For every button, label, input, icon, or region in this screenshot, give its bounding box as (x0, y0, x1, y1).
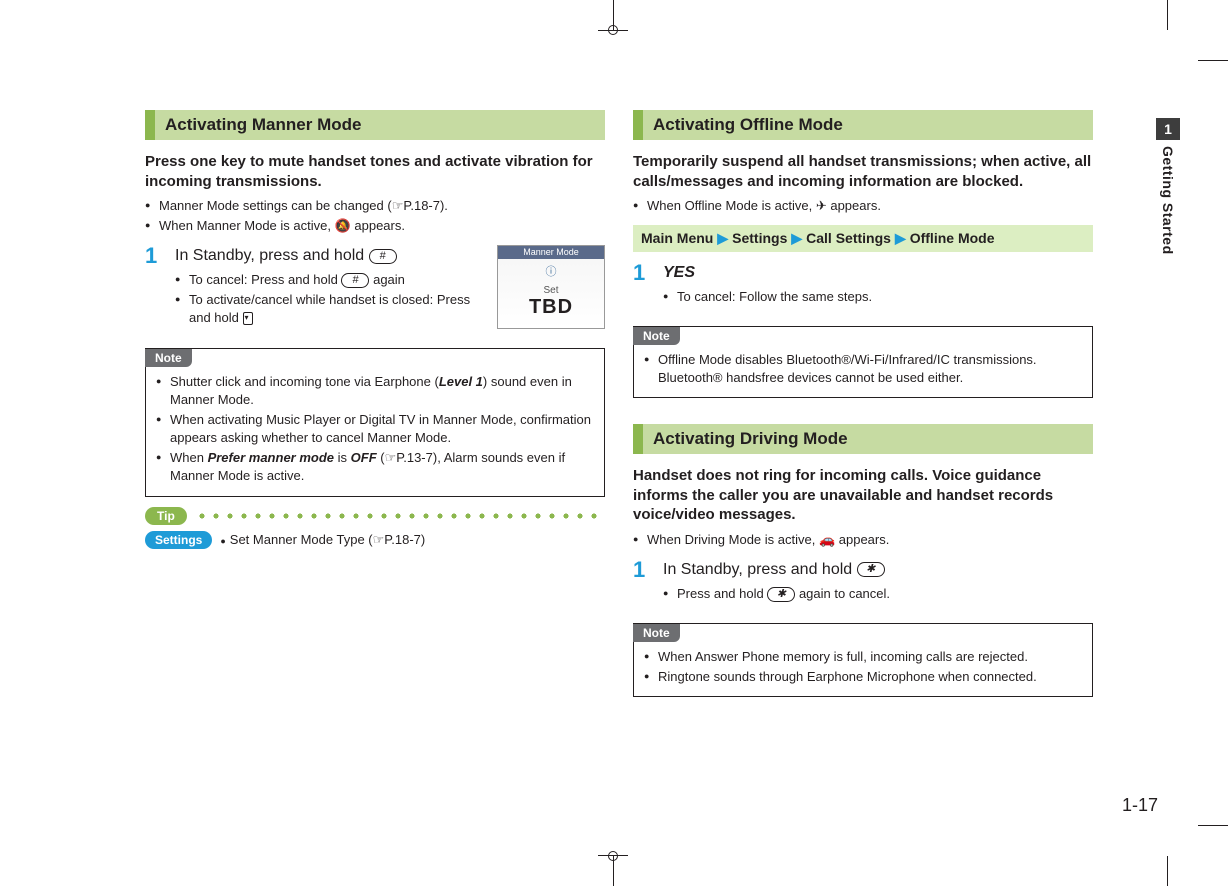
step-sub-bullets: To cancel: Follow the same steps. (663, 288, 1093, 306)
crop-mark (1167, 0, 1168, 30)
handset-screenshot: Manner Mode ⓘ Set TBD (497, 245, 605, 329)
tip-row: Tip (145, 507, 605, 525)
offline-note-box: Note Offline Mode disables Bluetooth®/Wi… (633, 326, 1093, 398)
bullet: To cancel: Follow the same steps. (663, 288, 1093, 306)
step-sub-bullets: Press and hold ✱ again to cancel. (663, 585, 1093, 603)
note-label: Note (633, 327, 680, 345)
breadcrumb-separator-icon: ▶ (891, 230, 910, 246)
bullet: Ringtone sounds through Earphone Microph… (644, 668, 1082, 686)
crop-mark (1198, 825, 1228, 826)
manner-intro: Press one key to mute handset tones and … (145, 152, 605, 191)
step-number: 1 (633, 559, 651, 613)
bullet: When Answer Phone memory is full, incomi… (644, 648, 1082, 666)
bullet: Shutter click and incoming tone via Earp… (156, 373, 594, 409)
text: again (369, 272, 404, 287)
settings-text: Set Manner Mode Type (☞P.18-7) (220, 532, 425, 548)
driving-bullets: When Driving Mode is active, 🚗 appears. (633, 531, 1093, 549)
step-number: 1 (633, 262, 651, 316)
screenshot-set-label: Set (498, 285, 604, 296)
step-title-text: In Standby, press and hold (175, 247, 369, 264)
heading-bar (633, 424, 643, 454)
bullet: When Offline Mode is active, ✈ appears. (633, 197, 1093, 215)
tip-label: Tip (145, 507, 187, 525)
heading-bar (633, 110, 643, 140)
star-key-icon: ✱ (857, 562, 885, 577)
section-heading-offline: Activating Offline Mode (633, 110, 1093, 140)
bullet: To activate/cancel while handset is clos… (175, 291, 489, 327)
settings-row: Settings Set Manner Mode Type (☞P.18-7) (145, 531, 605, 549)
offline-bullets: When Offline Mode is active, ✈ appears. (633, 197, 1093, 215)
step-row: In Standby, press and hold # To cancel: … (175, 245, 605, 337)
bullet: When Driving Mode is active, 🚗 appears. (633, 531, 1093, 549)
page-number: 1-17 (1122, 795, 1158, 816)
tip-dots (195, 513, 605, 519)
hash-key-icon: # (369, 249, 397, 264)
offline-step-1: 1 YES To cancel: Follow the same steps. (633, 262, 1093, 316)
driving-intro: Handset does not ring for incoming calls… (633, 466, 1093, 525)
note-bullets: When Answer Phone memory is full, incomi… (634, 642, 1092, 696)
chapter-label: Getting Started (1156, 146, 1176, 255)
note-label: Note (633, 624, 680, 642)
bullet: When activating Music Player or Digital … (156, 411, 594, 447)
heading-title: Activating Driving Mode (653, 429, 848, 449)
heading-title: Activating Manner Mode (165, 115, 361, 135)
screenshot-title: Manner Mode (498, 246, 604, 259)
side-key-icon (243, 312, 253, 325)
bullet: When Manner Mode is active, 🔕 appears. (145, 217, 605, 235)
step-body: In Standby, press and hold # To cancel: … (175, 245, 489, 337)
breadcrumb-separator-icon: ▶ (713, 230, 732, 246)
offline-breadcrumb: Main Menu▶Settings▶Call Settings▶Offline… (633, 225, 1093, 252)
step-body: In Standby, press and hold ✱ Press and h… (663, 559, 1093, 613)
step-number: 1 (145, 245, 163, 337)
bullet: When Prefer manner mode is OFF (☞P.13-7)… (156, 449, 594, 485)
right-column: Activating Offline Mode Temporarily susp… (633, 110, 1093, 707)
note-bullets: Offline Mode disables Bluetooth®/Wi-Fi/I… (634, 345, 1092, 397)
bullet: Manner Mode settings can be changed (☞P.… (145, 197, 605, 215)
breadcrumb-item: Offline Mode (910, 230, 995, 246)
crop-mark (1198, 60, 1228, 61)
manner-bullets: Manner Mode settings can be changed (☞P.… (145, 197, 605, 235)
heading-bar (145, 110, 155, 140)
side-tab: 1 Getting Started (1156, 118, 1180, 255)
crop-mark (1167, 856, 1168, 886)
offline-intro: Temporarily suspend all handset transmis… (633, 152, 1093, 191)
text: In Standby, press and hold (663, 561, 857, 578)
text: Press and hold (677, 586, 767, 601)
crop-mark (608, 851, 618, 861)
breadcrumb-separator-icon: ▶ (787, 230, 806, 246)
driving-step-1: 1 In Standby, press and hold ✱ Press and… (633, 559, 1093, 613)
note-bullets: Shutter click and incoming tone via Earp… (146, 367, 604, 496)
step-title: In Standby, press and hold # (175, 245, 489, 267)
section-heading-driving: Activating Driving Mode (633, 424, 1093, 454)
chapter-number-box: 1 (1156, 118, 1180, 140)
step-title: In Standby, press and hold ✱ (663, 559, 1093, 581)
breadcrumb-item: Call Settings (806, 230, 891, 246)
left-column: Activating Manner Mode Press one key to … (145, 110, 605, 707)
screenshot-info-icon: ⓘ (498, 263, 604, 279)
crop-mark (608, 25, 618, 35)
manner-step-1: 1 In Standby, press and hold # To cancel… (145, 245, 605, 337)
hash-key-icon: # (341, 273, 369, 288)
heading-title: Activating Offline Mode (653, 115, 843, 135)
breadcrumb-item: Settings (732, 230, 787, 246)
star-key-icon: ✱ (767, 587, 795, 602)
settings-label: Settings (145, 531, 212, 549)
text: again to cancel. (795, 586, 890, 601)
breadcrumb-item: Main Menu (641, 230, 713, 246)
bullet: Press and hold ✱ again to cancel. (663, 585, 1093, 603)
step-title: YES (663, 262, 1093, 284)
text: To cancel: Press and hold (189, 272, 341, 287)
screenshot-tbd: TBD (498, 296, 604, 319)
step-body: YES To cancel: Follow the same steps. (663, 262, 1093, 316)
section-heading-manner: Activating Manner Mode (145, 110, 605, 140)
bullet: Offline Mode disables Bluetooth®/Wi-Fi/I… (644, 351, 1082, 387)
text: To activate/cancel while handset is clos… (189, 292, 470, 325)
driving-note-box: Note When Answer Phone memory is full, i… (633, 623, 1093, 697)
step-sub-bullets: To cancel: Press and hold # again To act… (175, 271, 489, 328)
page-content: Activating Manner Mode Press one key to … (145, 110, 1105, 707)
note-label: Note (145, 349, 192, 367)
bullet: To cancel: Press and hold # again (175, 271, 489, 289)
manner-note-box: Note Shutter click and incoming tone via… (145, 348, 605, 497)
